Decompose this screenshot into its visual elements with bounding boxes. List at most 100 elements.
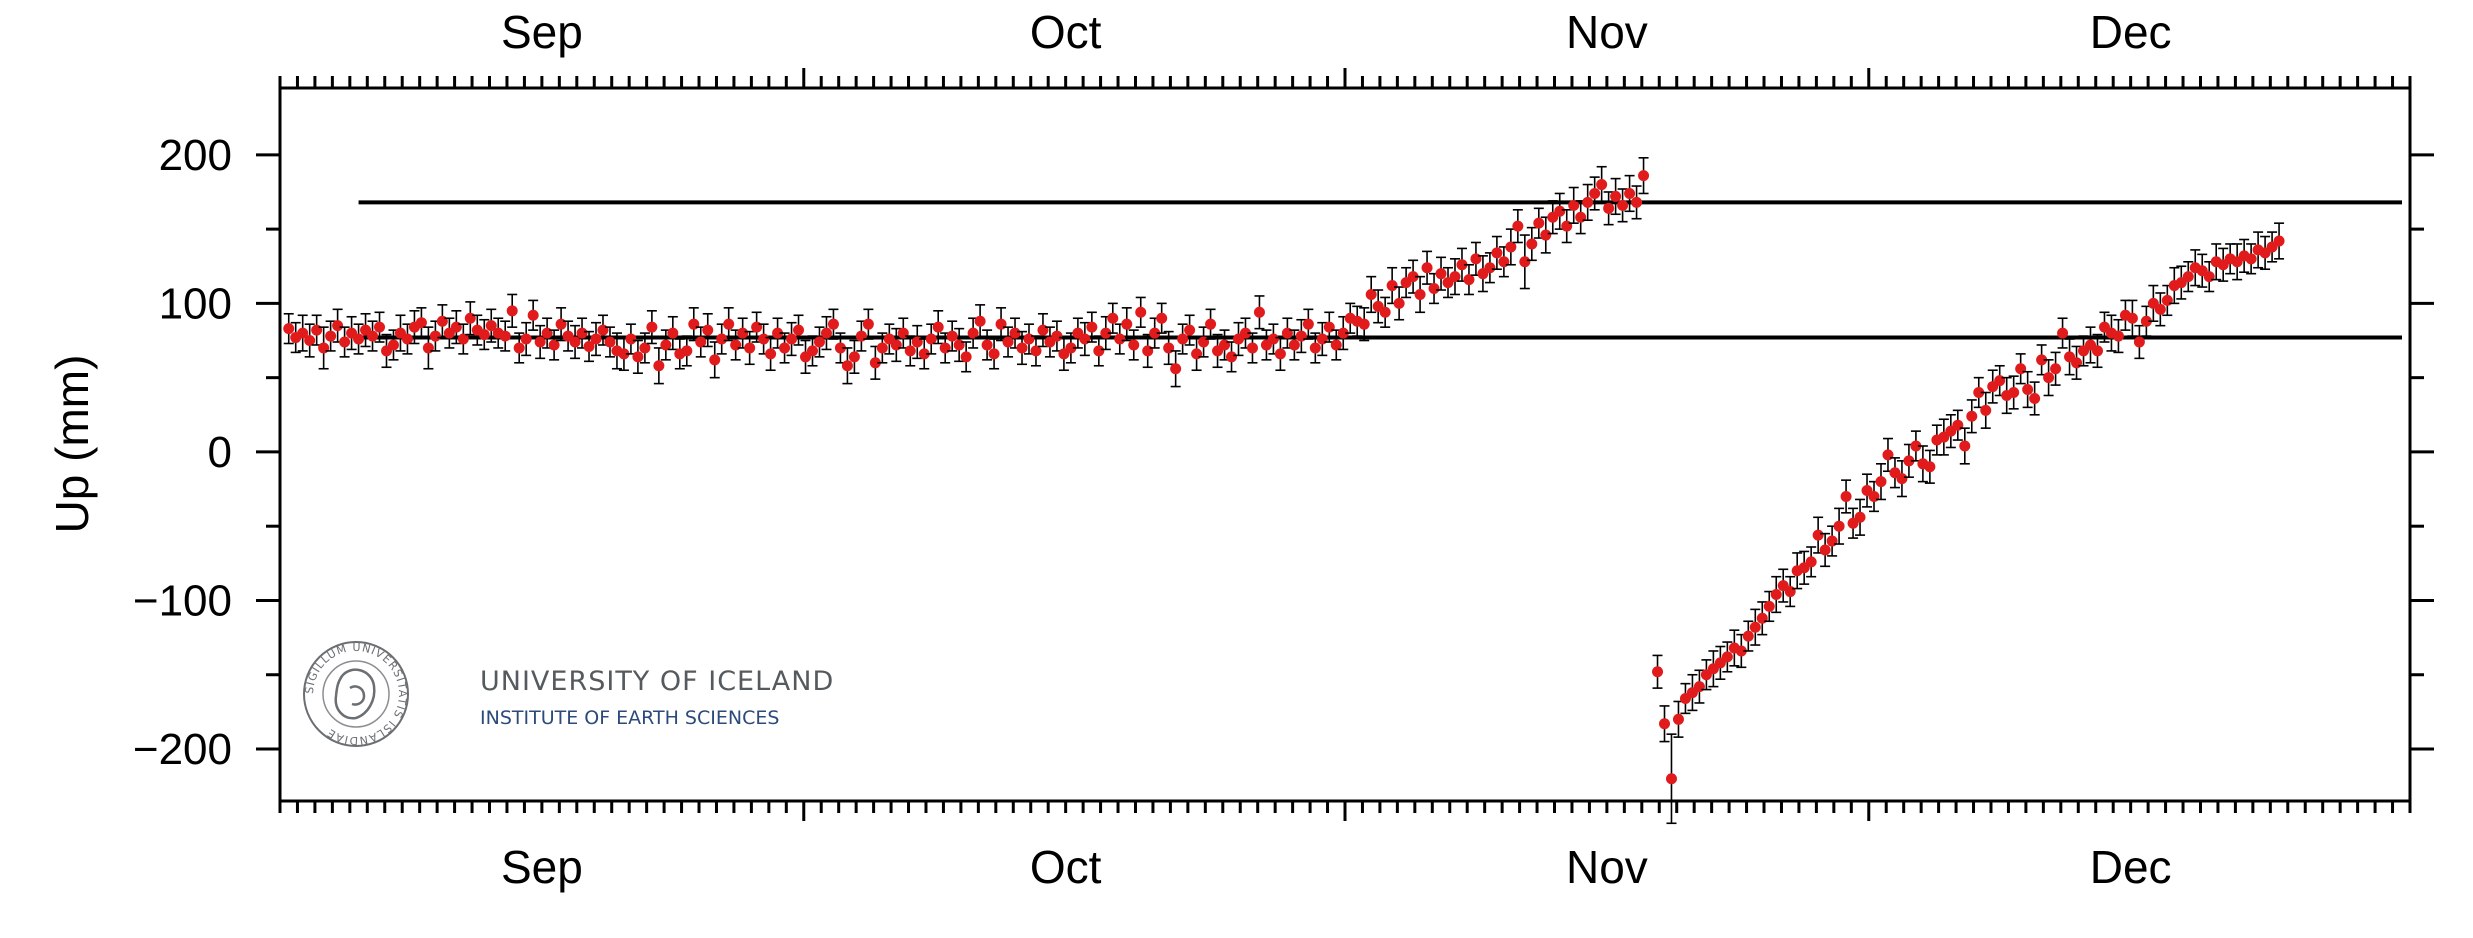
data-point [1449,271,1461,283]
data-point [1631,196,1643,208]
data-point [436,315,448,327]
data-point [1135,306,1147,318]
y-tick-label: 200 [159,131,232,180]
seal-outer [303,641,409,747]
logo-subtitle: INSTITUTE OF EARTH SCIENCES [480,707,779,729]
data-point [1693,681,1705,693]
data-point [869,357,881,369]
data-point [904,345,916,357]
data-point [1840,490,1852,502]
data-point [597,324,609,336]
data-point [2273,235,2285,247]
data-point [1624,187,1636,199]
data-point [1812,529,1824,541]
data-point [855,330,867,342]
data-point [925,333,937,345]
data-point [1016,342,1028,354]
university-logo: SIGILLUM UNIVERSITATIS ISLANDIAE [303,641,409,747]
data-point [1065,342,1077,354]
data-point [1386,280,1398,292]
data-point [967,327,979,339]
data-point [325,330,337,342]
data-point [2071,357,2083,369]
data-point [1163,342,1175,354]
y-tick-labels: −200 −100 0 100 200 [133,131,232,774]
y-tick-label: 0 [208,428,232,477]
data-point [1435,268,1447,280]
data-point [2133,336,2145,348]
data-point [387,339,399,351]
data-point [918,348,930,360]
data-point [318,342,330,354]
data-point [960,351,972,363]
data-point [681,345,693,357]
data-point [353,333,365,345]
data-point [604,336,616,348]
data-point [786,333,798,345]
data-point [367,330,379,342]
data-point [1156,312,1168,324]
data-point [1952,419,1964,431]
data-point [618,348,630,360]
data-point [2126,312,2138,324]
data-point [820,327,832,339]
data-point [1281,327,1293,339]
data-point [1924,461,1936,473]
data-point [1037,324,1049,336]
data-point [583,340,595,352]
data-point [1896,473,1908,485]
month-label-top: Dec [2090,6,2172,58]
data-point [1568,199,1580,211]
data-point [1652,666,1664,678]
data-point [1330,339,1342,351]
data-point [1875,476,1887,488]
data-point [576,327,588,339]
data-point [1959,440,1971,452]
data-point [981,339,993,351]
data-point [457,333,469,345]
data-point [1170,363,1182,375]
data-point [297,327,309,339]
y-ticks [256,153,2434,751]
data-point [1302,318,1314,330]
data-point [569,336,581,348]
data-point [1470,253,1482,265]
data-point [2140,315,2152,327]
data-point [2029,392,2041,404]
data-point [2057,327,2069,339]
data-point [401,333,413,345]
data-point [709,354,721,366]
data-point [541,327,553,339]
data-point [304,335,316,347]
data-point [1198,336,1210,348]
data-point [758,333,770,345]
data-point [723,318,735,330]
y-tick-label: −200 [133,725,232,774]
data-point [1226,351,1238,363]
data-point [2203,271,2215,283]
data-point [1295,330,1307,342]
data-point [953,339,965,351]
data-point [2182,271,2194,283]
data-point [1246,342,1258,354]
data-point [2015,363,2027,375]
data-point [506,305,518,317]
y-axis-label: Up (mm) [46,355,98,534]
data-point [1561,220,1573,232]
data-point [974,315,986,327]
data-point [1854,511,1866,523]
y-tick-label: −100 [133,576,232,625]
data-point [1093,345,1105,357]
data-point [772,327,784,339]
data-point [1219,339,1231,351]
data-point [1994,375,2006,387]
data-point [1051,330,1063,342]
data-point [1177,333,1189,345]
data-point [450,321,462,333]
data-point [876,342,888,354]
data-point [1358,318,1370,330]
month-label-top: Oct [1030,6,1102,58]
data-point [283,323,295,335]
data-point [1749,621,1761,633]
data-point [1407,271,1419,283]
